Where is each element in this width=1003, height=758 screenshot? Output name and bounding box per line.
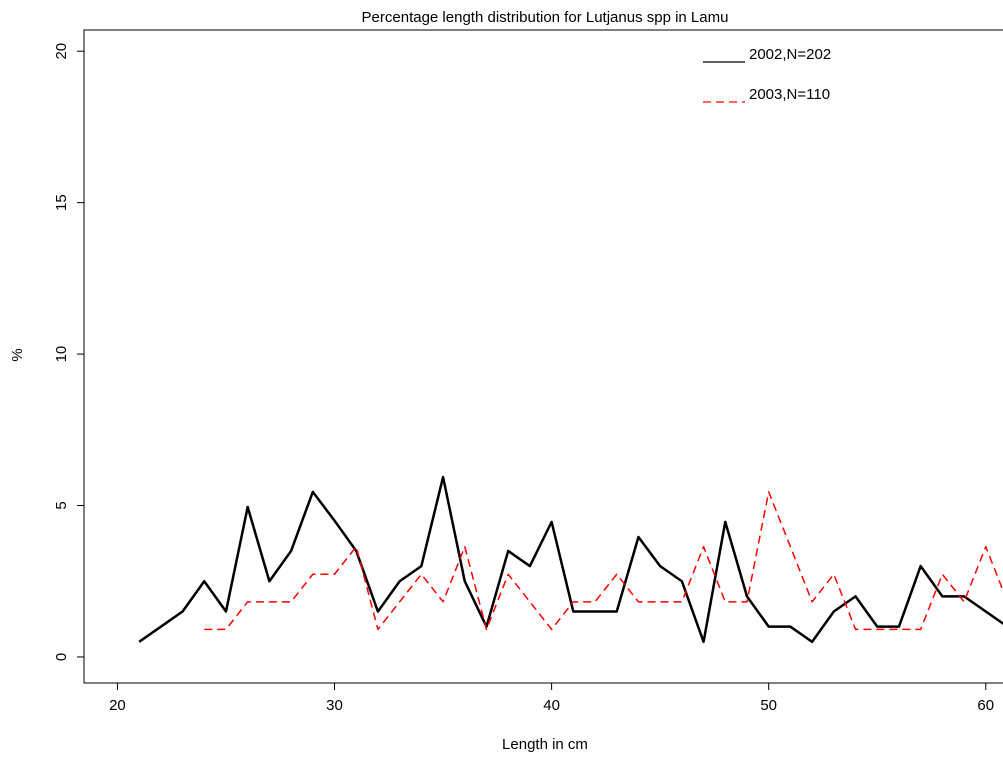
y-axis-title: % bbox=[9, 348, 26, 361]
x-tick-label: 40 bbox=[543, 697, 560, 714]
y-tick-label: 20 bbox=[53, 43, 70, 60]
chart-title: Percentage length distribution for Lutja… bbox=[362, 9, 729, 26]
series-line bbox=[204, 491, 1003, 631]
x-tick-label: 60 bbox=[977, 697, 994, 714]
plot-area bbox=[138, 475, 1003, 644]
x-axis-title: Length in cm bbox=[502, 736, 588, 753]
plot-box bbox=[83, 29, 1003, 684]
legend-label: 2002,N=202 bbox=[749, 46, 831, 63]
legend-label: 2003,N=110 bbox=[749, 86, 830, 103]
y-tick-label: 10 bbox=[53, 346, 70, 363]
y-tick-label: 15 bbox=[53, 194, 70, 211]
series-line bbox=[138, 475, 1003, 644]
x-tick-label: 30 bbox=[326, 697, 343, 714]
x-tick-label: 20 bbox=[109, 697, 126, 714]
y-tick-label: 0 bbox=[53, 653, 70, 661]
y-tick-label: 5 bbox=[53, 501, 70, 509]
x-tick-label: 50 bbox=[760, 697, 777, 714]
